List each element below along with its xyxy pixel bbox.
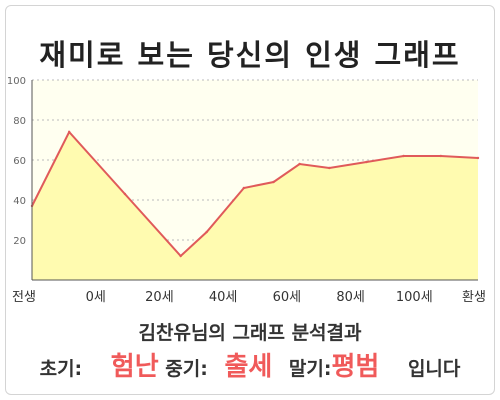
y-tick-label: 40 bbox=[13, 196, 26, 207]
mid-label: 중기: bbox=[165, 358, 208, 380]
data-point bbox=[123, 192, 127, 196]
analysis-subtitle: 김찬유님의 그래프 분석결과 bbox=[138, 322, 362, 344]
late-label: 말기: bbox=[288, 358, 332, 380]
data-point bbox=[179, 254, 182, 258]
area-fill bbox=[32, 132, 478, 280]
ending-text: 입니다 bbox=[407, 358, 461, 380]
data-point bbox=[476, 156, 480, 160]
y-tick-label: 60 bbox=[13, 156, 26, 167]
x-tick-label: 환생 bbox=[462, 290, 486, 305]
x-tick-label: 40세 bbox=[209, 290, 238, 305]
data-point bbox=[242, 186, 246, 190]
data-point bbox=[205, 230, 208, 234]
x-tick-label: 80세 bbox=[336, 290, 365, 305]
early-label: 초기: bbox=[39, 358, 83, 380]
y-tick-label: 20 bbox=[13, 236, 26, 247]
late-value: 평범 bbox=[331, 352, 380, 382]
x-axis-ticks: 전생 0세 20세 40세 60세 80세 100세 환생 bbox=[12, 290, 486, 305]
data-point bbox=[439, 154, 443, 158]
x-tick-label: 100세 bbox=[396, 290, 433, 305]
data-point bbox=[328, 166, 331, 170]
data-point bbox=[365, 160, 368, 164]
x-tick-label: 전생 bbox=[12, 290, 36, 305]
early-value: 험난 bbox=[110, 352, 159, 382]
data-points bbox=[30, 130, 480, 258]
page-title: 재미로 보는 당신의 인생 그래프 bbox=[39, 38, 461, 72]
data-point bbox=[67, 130, 71, 134]
y-tick-label: 80 bbox=[13, 116, 26, 127]
y-tick-label: 100 bbox=[7, 76, 26, 87]
mid-value: 출세 bbox=[224, 352, 273, 382]
data-point bbox=[298, 162, 301, 166]
x-tick-label: 0세 bbox=[86, 290, 106, 305]
x-tick-label: 20세 bbox=[145, 290, 174, 305]
data-point bbox=[402, 154, 405, 158]
y-axis-ticks: 20 40 60 80 100 bbox=[7, 76, 26, 247]
data-point bbox=[272, 180, 275, 184]
x-tick-label: 60세 bbox=[273, 290, 302, 305]
analysis-result: 초기: 험난 중기: 출세 말기:평범 입니다 bbox=[0, 346, 500, 383]
